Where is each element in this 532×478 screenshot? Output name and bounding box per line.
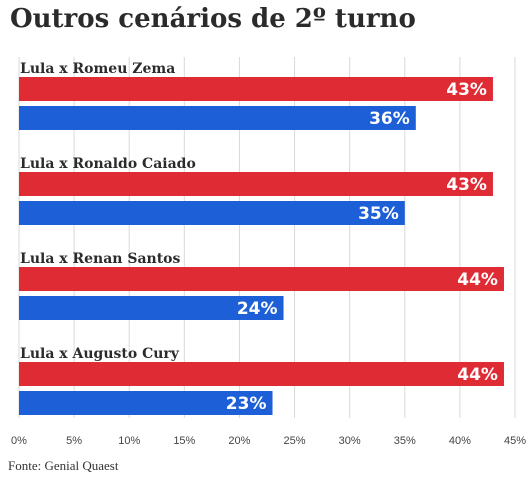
category-label: Lula x Augusto Cury <box>20 346 180 362</box>
bar-lula <box>19 267 504 291</box>
data-label: 23% <box>226 394 267 414</box>
data-label: 35% <box>358 204 399 224</box>
x-tick-label: 0% <box>11 435 27 447</box>
category-label: Lula x Renan Santos <box>20 251 181 267</box>
bar-lula <box>19 77 493 101</box>
bar-opponent <box>19 201 405 225</box>
x-tick-label: 5% <box>66 435 82 447</box>
x-tick-label: 20% <box>228 435 250 447</box>
data-label: 44% <box>457 270 498 290</box>
bar-lula <box>19 172 493 196</box>
source-note: Fonte: Genial Quaest <box>8 458 119 473</box>
data-label: 44% <box>457 365 498 385</box>
category-label: Lula x Romeu Zema <box>20 61 175 77</box>
x-tick-label: 35% <box>394 435 416 447</box>
category-label: Lula x Ronaldo Caiado <box>20 156 196 172</box>
x-tick-label: 30% <box>339 435 361 447</box>
data-label: 43% <box>446 80 487 100</box>
bar-opponent <box>19 296 284 320</box>
chart-title: Outros cenários de 2º turno <box>10 4 416 34</box>
x-tick-label: 10% <box>118 435 140 447</box>
x-tick-label: 40% <box>449 435 471 447</box>
x-tick-label: 25% <box>284 435 306 447</box>
data-label: 43% <box>446 175 487 195</box>
x-tick-label: 15% <box>173 435 195 447</box>
data-label: 24% <box>237 299 278 319</box>
bar-opponent <box>19 391 273 415</box>
bar-opponent <box>19 106 416 130</box>
x-tick-label: 45% <box>504 435 526 447</box>
bar-lula <box>19 362 504 386</box>
data-label: 36% <box>369 109 410 129</box>
